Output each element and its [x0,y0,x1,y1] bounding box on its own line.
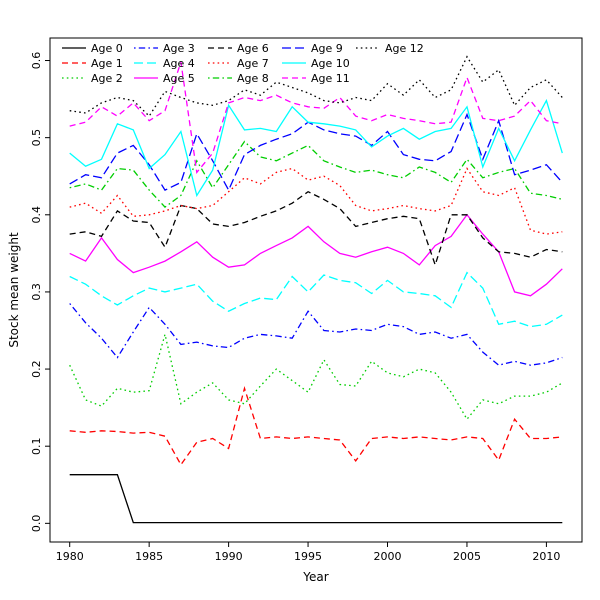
legend-entry-age-4: Age 4 [134,57,195,70]
legend-entry-age-10: Age 10 [282,57,350,70]
series-line-age-11 [69,61,563,174]
x-tick-label: 2000 [374,550,402,563]
legend-label: Age 2 [91,72,123,85]
x-tick-label: 1995 [294,550,322,563]
legend-label: Age 10 [311,57,350,70]
legend-label: Age 11 [311,72,350,85]
series-line-age-4 [69,271,563,328]
x-tick-label: 1990 [215,550,243,563]
legend-label: Age 1 [91,57,123,70]
x-tick-label: 2005 [453,550,481,563]
y-tick-label: 0.5 [30,129,43,147]
series-line-age-0 [69,474,563,524]
legend-label: Age 9 [311,42,343,55]
legend-entry-age-6: Age 6 [208,42,269,55]
series-line-age-9 [69,112,563,192]
x-axis-title: Year [303,570,329,584]
legend-label: Age 6 [237,42,269,55]
series-line-age-10 [69,98,563,198]
series-line-age-2 [69,334,563,421]
legend-entry-age-2: Age 2 [62,72,123,85]
y-tick-label: 0.2 [30,360,43,378]
legend-entry-age-8: Age 8 [208,72,269,85]
y-tick-label: 0.0 [30,515,43,533]
legend-entry-age-5: Age 5 [134,72,195,85]
legend-label: Age 3 [163,42,195,55]
y-tick-label: 0.6 [30,52,43,70]
x-tick-label: 2010 [532,550,560,563]
legend-entry-age-7: Age 7 [208,57,269,70]
y-axis-title: Stock mean weight [7,232,21,348]
series-line-age-8 [69,140,563,208]
plot-frame [49,37,583,543]
legend-label: Age 8 [237,72,269,85]
legend-label: Age 5 [163,72,195,85]
legend-label: Age 7 [237,57,269,70]
y-tick-label: 0.4 [30,206,43,224]
legend-label: Age 0 [91,42,123,55]
legend-entry-age-0: Age 0 [62,42,123,55]
legend-label: Age 4 [163,57,195,70]
legend-entry-age-9: Age 9 [282,42,343,55]
series-line-age-5 [69,213,563,297]
y-tick-label: 0.1 [30,437,43,455]
x-tick-label: 1980 [56,550,84,563]
series-line-age-3 [69,303,563,366]
legend-label: Age 12 [385,42,424,55]
legend-entry-age-1: Age 1 [62,57,123,70]
legend-entry-age-3: Age 3 [134,42,195,55]
series-line-age-6 [69,190,563,267]
series-line-age-7 [69,167,563,235]
x-tick-label: 1985 [135,550,163,563]
legend-entry-age-12: Age 12 [356,42,424,55]
legend-entry-age-11: Age 11 [282,72,350,85]
series-line-age-1 [69,385,563,466]
y-tick-label: 0.3 [30,283,43,301]
